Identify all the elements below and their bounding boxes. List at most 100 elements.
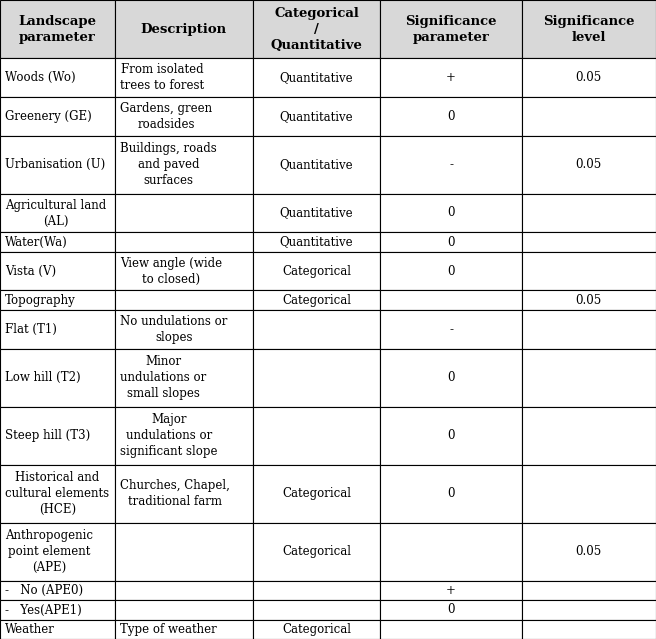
Bar <box>0 252 115 291</box>
Bar <box>253 194 380 233</box>
Bar <box>522 291 656 310</box>
Bar <box>253 0 380 58</box>
Bar <box>115 194 253 233</box>
Bar <box>115 600 253 620</box>
Text: Urbanisation (U): Urbanisation (U) <box>5 158 106 171</box>
Bar <box>115 252 253 291</box>
Text: 0: 0 <box>447 206 455 220</box>
Text: Categorical: Categorical <box>282 294 351 307</box>
Text: Quantitative: Quantitative <box>279 158 354 171</box>
Bar <box>253 135 380 194</box>
Bar <box>115 310 253 348</box>
Bar <box>115 465 253 523</box>
Bar <box>522 194 656 233</box>
Text: 0: 0 <box>447 110 455 123</box>
Text: Significance
parameter: Significance parameter <box>405 15 497 43</box>
Bar <box>253 600 380 620</box>
Text: Greenery (GE): Greenery (GE) <box>5 110 92 123</box>
Bar <box>0 310 115 348</box>
Bar <box>253 252 380 291</box>
Bar <box>380 581 522 600</box>
Bar <box>253 523 380 581</box>
Text: 0: 0 <box>447 371 455 384</box>
Bar <box>115 581 253 600</box>
Bar <box>0 523 115 581</box>
Bar <box>0 348 115 406</box>
Text: Type of weather: Type of weather <box>120 623 216 636</box>
Bar <box>253 465 380 523</box>
Bar <box>522 58 656 97</box>
Text: 0: 0 <box>447 488 455 500</box>
Text: 0: 0 <box>447 603 455 617</box>
Bar <box>522 97 656 135</box>
Text: View angle (wide
to closed): View angle (wide to closed) <box>120 257 222 286</box>
Text: Landscape
parameter: Landscape parameter <box>18 15 96 43</box>
Text: Gardens, green
roadsides: Gardens, green roadsides <box>120 102 212 131</box>
Bar <box>0 0 115 58</box>
Bar <box>380 252 522 291</box>
Text: Steep hill (T3): Steep hill (T3) <box>5 429 91 442</box>
Bar <box>522 523 656 581</box>
Bar <box>522 0 656 58</box>
Text: Description: Description <box>140 22 227 36</box>
Bar <box>522 310 656 348</box>
Bar <box>522 600 656 620</box>
Bar <box>380 291 522 310</box>
Bar <box>0 233 115 252</box>
Text: Agricultural land
(AL): Agricultural land (AL) <box>5 199 106 227</box>
Bar <box>253 58 380 97</box>
Bar <box>115 58 253 97</box>
Bar <box>0 291 115 310</box>
Bar <box>115 620 253 639</box>
Text: Historical and
cultural elements
(HCE): Historical and cultural elements (HCE) <box>5 472 110 516</box>
Bar <box>115 0 253 58</box>
Text: 0: 0 <box>447 429 455 442</box>
Bar <box>0 465 115 523</box>
Text: +: + <box>446 584 456 597</box>
Text: Quantitative: Quantitative <box>279 236 354 249</box>
Text: Low hill (T2): Low hill (T2) <box>5 371 81 384</box>
Bar <box>253 581 380 600</box>
Bar <box>0 194 115 233</box>
Bar <box>522 348 656 406</box>
Bar <box>253 620 380 639</box>
Bar <box>380 465 522 523</box>
Bar <box>380 523 522 581</box>
Bar <box>380 0 522 58</box>
Bar <box>115 233 253 252</box>
Bar <box>380 58 522 97</box>
Text: Minor
undulations or
small slopes: Minor undulations or small slopes <box>120 355 206 400</box>
Text: Water(Wa): Water(Wa) <box>5 236 68 249</box>
Text: Significance
level: Significance level <box>543 15 634 43</box>
Text: Categorical
/
Quantitative: Categorical / Quantitative <box>270 6 363 52</box>
Bar <box>522 581 656 600</box>
Text: Categorical: Categorical <box>282 545 351 558</box>
Bar <box>0 620 115 639</box>
Text: Vista (V): Vista (V) <box>5 265 56 277</box>
Text: Weather: Weather <box>5 623 55 636</box>
Bar <box>253 233 380 252</box>
Text: Woods (Wo): Woods (Wo) <box>5 71 76 84</box>
Text: 0.05: 0.05 <box>575 158 602 171</box>
Text: Major
undulations or
significant slope: Major undulations or significant slope <box>120 413 218 458</box>
Text: Anthropogenic
point element
(APE): Anthropogenic point element (APE) <box>5 529 93 574</box>
Text: 0: 0 <box>447 265 455 277</box>
Text: -: - <box>449 158 453 171</box>
Text: 0.05: 0.05 <box>575 545 602 558</box>
Text: 0.05: 0.05 <box>575 71 602 84</box>
Bar <box>522 252 656 291</box>
Text: Flat (T1): Flat (T1) <box>5 323 57 335</box>
Text: Quantitative: Quantitative <box>279 206 354 220</box>
Bar <box>380 135 522 194</box>
Bar <box>380 194 522 233</box>
Bar <box>0 97 115 135</box>
Text: Topography: Topography <box>5 294 76 307</box>
Bar <box>380 310 522 348</box>
Text: Categorical: Categorical <box>282 265 351 277</box>
Bar <box>253 97 380 135</box>
Bar <box>0 581 115 600</box>
Bar <box>380 233 522 252</box>
Bar <box>0 58 115 97</box>
Bar <box>380 600 522 620</box>
Text: No undulations or
slopes: No undulations or slopes <box>120 314 228 344</box>
